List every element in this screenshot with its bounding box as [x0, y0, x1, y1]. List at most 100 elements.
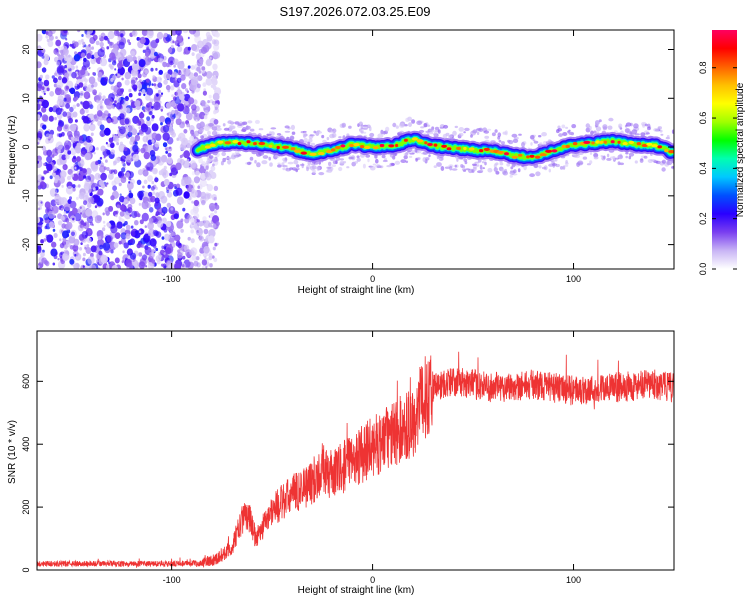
ridge-hotspot — [282, 145, 289, 149]
heat-cell — [145, 265, 148, 268]
heat-cell — [338, 136, 342, 139]
heat-cell — [148, 191, 153, 197]
heat-cell — [100, 145, 106, 152]
heat-cell — [116, 204, 121, 209]
heat-cell — [139, 243, 143, 248]
heat-cell — [99, 244, 104, 250]
heat-cell — [165, 84, 171, 91]
heat-cell — [86, 244, 90, 248]
heat-cell — [64, 124, 68, 130]
heat-cell — [484, 135, 490, 139]
heat-cell — [51, 75, 55, 79]
heat-cell — [80, 69, 86, 76]
x-tick-label: -100 — [163, 575, 181, 585]
spectrogram-frame — [36, 29, 675, 270]
heat-cell — [123, 242, 129, 249]
heat-cell — [179, 243, 182, 246]
heat-cell — [56, 66, 64, 76]
heat-cell — [196, 66, 201, 72]
heat-cell — [146, 162, 154, 171]
heat-cell — [150, 186, 155, 191]
heat-cell — [602, 124, 608, 130]
heat-cell — [92, 72, 95, 76]
heat-cell — [160, 94, 163, 97]
colorbar-label: Normalized spectral amplitude — [735, 82, 746, 217]
heat-cell — [80, 264, 86, 269]
heat-cell — [52, 228, 56, 232]
heat-cell — [103, 35, 108, 41]
heat-cell — [89, 221, 94, 226]
heat-cell — [60, 53, 64, 57]
heat-cell — [529, 173, 535, 178]
heat-cell — [206, 184, 213, 192]
heat-cell — [137, 132, 140, 136]
heat-cell — [199, 253, 202, 257]
heat-cell — [137, 190, 144, 199]
ridge-hotspot — [340, 144, 346, 148]
heat-cell — [80, 52, 86, 58]
heat-cell — [142, 135, 149, 143]
heat-cell — [660, 133, 664, 136]
heat-cell — [53, 49, 57, 54]
heat-cell — [106, 212, 110, 217]
heat-cell — [249, 156, 254, 161]
heat-cell — [254, 159, 257, 164]
heat-cell — [443, 124, 449, 129]
heat-cell — [89, 123, 96, 132]
heat-cell — [108, 137, 114, 143]
heat-cell — [285, 167, 291, 172]
heat-cell — [372, 163, 377, 166]
heat-cell — [132, 153, 140, 162]
heat-cell — [214, 210, 218, 214]
heat-cell — [422, 157, 427, 163]
heat-cell — [167, 264, 174, 269]
heat-cell — [72, 244, 79, 252]
heat-cell — [230, 120, 234, 126]
heat-cell — [120, 232, 127, 240]
heat-cell — [124, 173, 127, 176]
heat-cell — [177, 86, 181, 90]
heat-cell — [51, 241, 57, 248]
snr-background — [37, 331, 674, 570]
heat-cell — [291, 131, 296, 135]
heat-cell — [146, 119, 152, 127]
heat-cell — [164, 147, 168, 151]
heat-cell — [37, 245, 42, 254]
heat-cell — [170, 207, 174, 211]
y-tick-label: 600 — [21, 374, 31, 389]
heat-cell — [143, 151, 150, 160]
heat-cell — [99, 124, 105, 131]
heat-cell — [41, 86, 45, 91]
heat-cell — [126, 161, 131, 166]
colorbar-gradient — [712, 30, 737, 269]
heat-cell — [303, 137, 308, 143]
heat-cell — [49, 188, 58, 197]
heat-cell — [170, 167, 178, 176]
heat-cell — [184, 176, 192, 186]
heat-cell — [382, 130, 386, 135]
heat-cell — [85, 208, 93, 217]
heat-cell — [59, 242, 65, 249]
heat-cell — [173, 213, 179, 220]
heat-cell — [90, 132, 94, 137]
heat-cell — [173, 183, 177, 188]
heat-cell — [82, 252, 86, 257]
heat-cell — [191, 171, 196, 176]
heat-cell — [58, 46, 61, 49]
ridge-hotspot — [300, 151, 307, 155]
heat-cell — [37, 265, 40, 269]
heat-cell — [73, 155, 76, 160]
heat-cell — [151, 123, 159, 132]
heat-cell — [109, 169, 113, 175]
heat-cell — [40, 201, 43, 204]
heat-cell — [89, 264, 97, 269]
heat-cell — [451, 168, 458, 171]
heat-cell — [354, 161, 358, 164]
heat-cell — [356, 157, 361, 162]
heat-cell — [366, 124, 371, 129]
ridge-hotspot — [664, 149, 669, 153]
heat-cell — [187, 236, 191, 241]
heat-cell — [382, 159, 388, 163]
heat-cell — [166, 189, 169, 194]
heat-cell — [124, 221, 128, 226]
